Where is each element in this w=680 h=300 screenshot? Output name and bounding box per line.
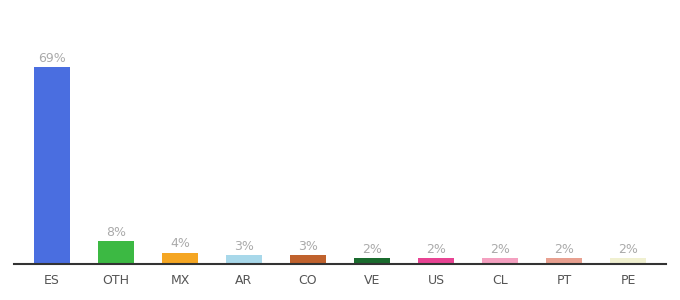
Text: 3%: 3%: [298, 240, 318, 253]
Text: 2%: 2%: [554, 243, 574, 256]
Bar: [163, 253, 198, 264]
Text: 4%: 4%: [170, 237, 190, 250]
Bar: [547, 258, 581, 264]
Text: 2%: 2%: [490, 243, 510, 256]
Bar: [35, 67, 69, 264]
Bar: [99, 241, 133, 264]
Text: 2%: 2%: [618, 243, 638, 256]
Text: 69%: 69%: [38, 52, 66, 65]
Bar: [611, 258, 645, 264]
Text: 2%: 2%: [426, 243, 446, 256]
Bar: [290, 256, 326, 264]
Text: 2%: 2%: [362, 243, 382, 256]
Bar: [482, 258, 517, 264]
Bar: [226, 256, 262, 264]
Bar: [418, 258, 454, 264]
Bar: [354, 258, 390, 264]
Text: 3%: 3%: [234, 240, 254, 253]
Text: 8%: 8%: [106, 226, 126, 239]
